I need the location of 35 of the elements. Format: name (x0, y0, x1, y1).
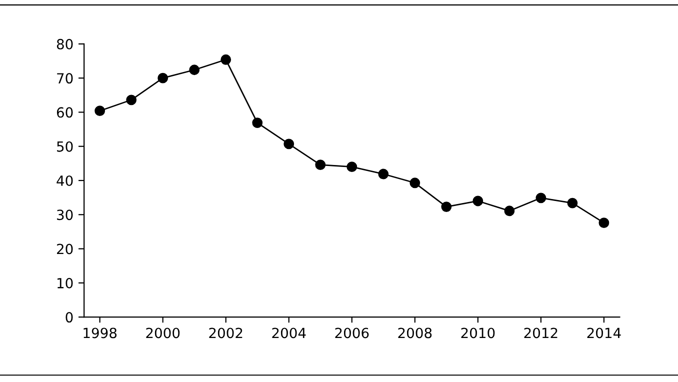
y-tick-label: 40 (56, 175, 73, 186)
y-tick-label: 10 (58, 278, 73, 288)
x-tick-label: 2000 (146, 328, 180, 338)
point (567, 198, 578, 208)
y-tick-label: 30 (57, 210, 73, 220)
y-tick-label: 0 (66, 312, 73, 323)
point (189, 64, 200, 76)
y-tick-label: 50 (57, 141, 73, 152)
x-tick-label: 2002 (209, 328, 242, 338)
point (536, 192, 546, 204)
point (378, 168, 389, 180)
x-tick-label: 1998 (84, 328, 117, 338)
y-tick-label: 60 (56, 107, 73, 118)
point (126, 94, 137, 106)
x-tick-label: 2004 (272, 328, 306, 338)
point (158, 72, 168, 84)
y-tick-label: 80 (56, 38, 73, 50)
point (252, 118, 263, 128)
point (220, 54, 232, 65)
x-tick-label: 2008 (398, 328, 432, 338)
x-tick-label: 2012 (524, 328, 558, 338)
point (441, 202, 452, 212)
point (94, 106, 106, 116)
x-tick-label: 2014 (587, 328, 621, 338)
x-tick-label: 2010 (461, 328, 495, 338)
point (284, 138, 294, 150)
y-tick-label: 70 (57, 73, 73, 84)
point (410, 178, 420, 188)
x-tick-label: 2006 (335, 328, 369, 338)
point (598, 218, 610, 228)
point (504, 206, 515, 216)
point (472, 196, 484, 206)
point (346, 162, 358, 172)
y-tick-label: 20 (57, 244, 73, 254)
point (315, 160, 326, 170)
